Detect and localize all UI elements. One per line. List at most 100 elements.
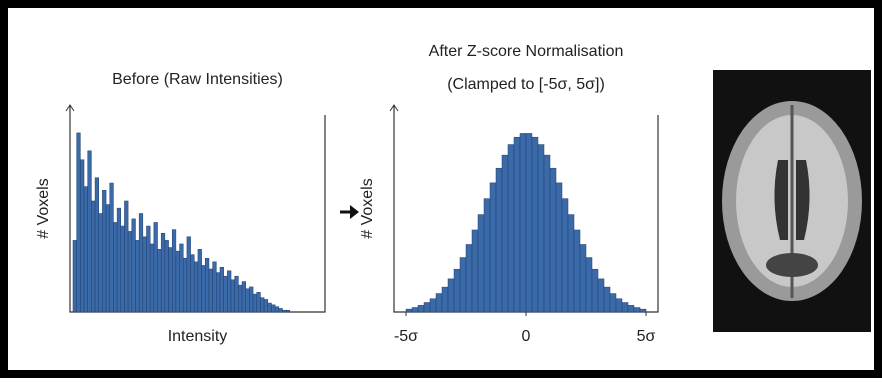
bar bbox=[110, 183, 114, 312]
bar bbox=[172, 230, 176, 312]
bar bbox=[610, 294, 616, 312]
bar bbox=[158, 249, 162, 312]
brain-image bbox=[713, 70, 871, 332]
bar bbox=[418, 305, 424, 312]
bar bbox=[520, 133, 526, 312]
bar bbox=[508, 145, 514, 312]
bar bbox=[165, 240, 169, 312]
bar bbox=[544, 155, 550, 312]
bar bbox=[598, 279, 604, 312]
y-axis-label: # Voxels bbox=[35, 178, 52, 238]
bar bbox=[198, 249, 202, 312]
x-axis-label: Intensity bbox=[168, 328, 228, 345]
bar bbox=[550, 168, 556, 312]
bar bbox=[592, 269, 598, 312]
bar bbox=[472, 230, 478, 312]
bar bbox=[496, 168, 502, 312]
bar bbox=[260, 298, 264, 312]
bar bbox=[257, 292, 261, 312]
bar bbox=[235, 276, 239, 312]
bar bbox=[209, 269, 213, 312]
bar bbox=[84, 187, 88, 312]
bar bbox=[99, 214, 103, 313]
bar bbox=[562, 199, 568, 312]
bar bbox=[128, 231, 132, 312]
bar bbox=[532, 137, 538, 312]
bar bbox=[147, 226, 151, 312]
x-tick-label: 5σ bbox=[637, 328, 656, 345]
bar bbox=[478, 215, 484, 312]
bar bbox=[460, 258, 466, 312]
bar bbox=[117, 208, 121, 312]
bar bbox=[253, 294, 257, 312]
bar bbox=[574, 230, 580, 312]
bar bbox=[604, 287, 610, 312]
x-tick-label: -5σ bbox=[394, 328, 418, 345]
bar bbox=[268, 303, 272, 312]
bar bbox=[216, 273, 220, 312]
bar bbox=[412, 308, 418, 312]
bar bbox=[556, 183, 562, 312]
bar bbox=[246, 289, 250, 312]
bar bbox=[135, 240, 139, 312]
figure: Before (Raw Intensities) # Voxels Intensit… bbox=[0, 0, 882, 378]
bar bbox=[183, 258, 187, 312]
bar bbox=[466, 244, 472, 312]
bar bbox=[616, 299, 622, 312]
chart-title: After Z-score Normalisation bbox=[429, 43, 624, 60]
bar bbox=[454, 269, 460, 312]
bar bbox=[139, 214, 143, 313]
bar bbox=[640, 309, 646, 312]
bar bbox=[132, 219, 136, 312]
bar bbox=[514, 137, 520, 312]
bar bbox=[264, 299, 268, 312]
bar bbox=[121, 226, 125, 312]
bar bbox=[176, 251, 180, 312]
chart-title: Before (Raw Intensities) bbox=[112, 71, 283, 88]
bar bbox=[220, 267, 224, 312]
chart-subtitle: (Clamped to [-5σ, 5σ]) bbox=[447, 76, 605, 93]
bar bbox=[77, 133, 81, 312]
bar bbox=[286, 310, 290, 312]
bar bbox=[279, 308, 283, 312]
bar bbox=[526, 133, 532, 312]
bar bbox=[448, 279, 454, 312]
bar bbox=[436, 294, 442, 312]
bar bbox=[180, 244, 184, 312]
bar bbox=[586, 258, 592, 312]
bar bbox=[490, 183, 496, 312]
bar bbox=[430, 299, 436, 312]
bar bbox=[227, 271, 231, 312]
bar bbox=[95, 178, 99, 312]
bar bbox=[88, 151, 92, 312]
bar bbox=[242, 282, 246, 312]
bar bbox=[249, 287, 253, 312]
bar bbox=[275, 307, 279, 312]
bar bbox=[628, 305, 634, 312]
bar bbox=[502, 155, 508, 312]
bar bbox=[150, 244, 154, 312]
y-axis-label: # Voxels bbox=[359, 178, 376, 238]
bar bbox=[442, 287, 448, 312]
bar bbox=[634, 308, 640, 312]
bar bbox=[224, 276, 228, 312]
bar bbox=[194, 262, 198, 312]
bar bbox=[238, 285, 242, 312]
bar bbox=[91, 201, 95, 312]
bar bbox=[538, 145, 544, 312]
bar bbox=[161, 233, 165, 312]
bar bbox=[484, 199, 490, 312]
x-tick-label: 0 bbox=[522, 328, 531, 345]
bar bbox=[580, 244, 586, 312]
bar bbox=[143, 237, 147, 312]
bar bbox=[191, 255, 195, 312]
bar bbox=[202, 265, 206, 312]
bar bbox=[106, 205, 110, 312]
bar bbox=[80, 160, 84, 312]
bar bbox=[231, 280, 235, 312]
bar bbox=[205, 258, 209, 312]
bar bbox=[154, 222, 158, 312]
bar bbox=[424, 303, 430, 312]
bar bbox=[187, 237, 191, 312]
bar bbox=[102, 190, 106, 312]
